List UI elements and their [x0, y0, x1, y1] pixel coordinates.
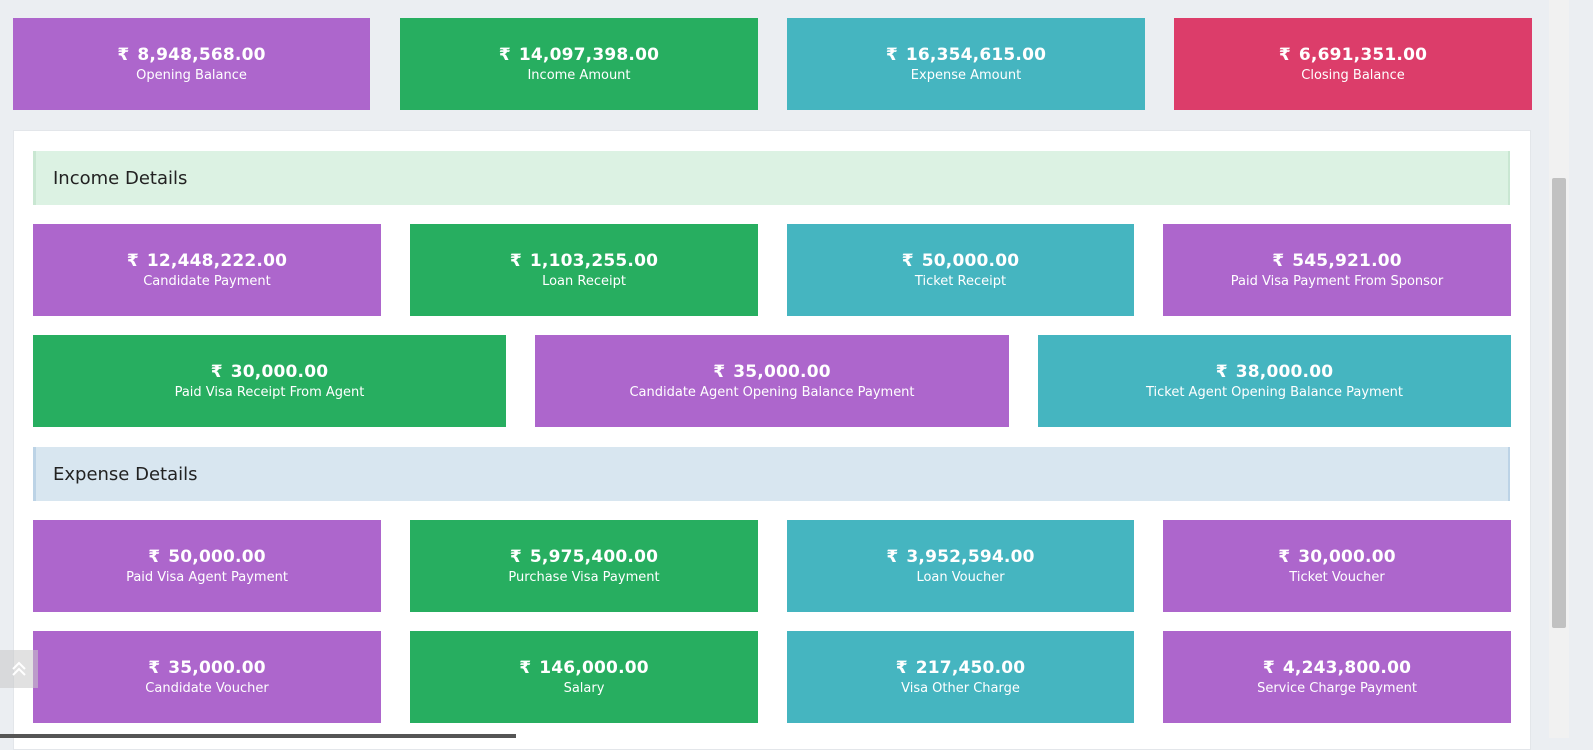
card-label: Ticket Agent Opening Balance Payment: [1145, 384, 1404, 400]
card-label: Ticket Receipt: [914, 273, 1007, 289]
paid-visa-agent-payment-card: ₹50,000.00 Paid Visa Agent Payment: [33, 520, 381, 612]
card-amount: 545,921.00: [1292, 250, 1402, 271]
rupee-icon: ₹: [1278, 44, 1291, 65]
card-label: Income Amount: [527, 67, 631, 83]
card-label: Loan Receipt: [542, 273, 626, 289]
card-amount: 4,243,800.00: [1282, 657, 1412, 678]
visa-other-charge-card: ₹217,450.00 Visa Other Charge: [787, 631, 1134, 723]
ticket-voucher-card: ₹30,000.00 Ticket Voucher: [1163, 520, 1511, 612]
double-chevron-up-icon: [12, 661, 26, 676]
ticket-receipt-card: ₹50,000.00 Ticket Receipt: [787, 224, 1134, 316]
card-amount: 5,975,400.00: [529, 546, 659, 567]
candidate-voucher-card: ₹35,000.00 Candidate Voucher: [33, 631, 381, 723]
rupee-icon: ₹: [901, 250, 914, 271]
rupee-icon: ₹: [148, 546, 161, 567]
rupee-icon: ₹: [895, 657, 908, 678]
card-amount: 35,000.00: [168, 657, 266, 678]
rupee-icon: ₹: [519, 657, 532, 678]
rupee-icon: ₹: [498, 44, 511, 65]
card-amount: 217,450.00: [915, 657, 1026, 678]
expense-amount-card: ₹16,354,615.00 Expense Amount: [787, 18, 1145, 110]
card-label: Opening Balance: [136, 67, 247, 83]
service-charge-payment-card: ₹4,243,800.00 Service Charge Payment: [1163, 631, 1511, 723]
rupee-icon: ₹: [713, 361, 726, 382]
paid-visa-receipt-from-agent-card: ₹30,000.00 Paid Visa Receipt From Agent: [33, 335, 506, 427]
expense-details-heading: Expense Details: [33, 447, 1510, 501]
opening-balance-card: ₹8,948,568.00 Opening Balance: [13, 18, 370, 110]
rupee-icon: ₹: [148, 657, 161, 678]
card-label: Paid Visa Receipt From Agent: [174, 384, 365, 400]
rupee-icon: ₹: [1278, 546, 1291, 567]
card-amount: 35,000.00: [733, 361, 831, 382]
card-label: Candidate Agent Opening Balance Payment: [629, 384, 915, 400]
rupee-icon: ₹: [1215, 361, 1228, 382]
loan-receipt-card: ₹1,103,255.00 Loan Receipt: [410, 224, 758, 316]
card-amount: 16,354,615.00: [905, 44, 1047, 65]
loan-voucher-card: ₹3,952,594.00 Loan Voucher: [787, 520, 1134, 612]
card-amount: 30,000.00: [1298, 546, 1396, 567]
card-amount: 14,097,398.00: [518, 44, 660, 65]
rupee-icon: ₹: [886, 546, 899, 567]
rupee-icon: ₹: [210, 361, 223, 382]
vertical-scrollbar-thumb[interactable]: [1552, 178, 1566, 628]
card-amount: 8,948,568.00: [137, 44, 266, 65]
purchase-visa-payment-card: ₹5,975,400.00 Purchase Visa Payment: [410, 520, 758, 612]
closing-balance-card: ₹6,691,351.00 Closing Balance: [1174, 18, 1532, 110]
candidate-payment-card: ₹12,448,222.00 Candidate Payment: [33, 224, 381, 316]
card-label: Service Charge Payment: [1257, 680, 1417, 696]
card-label: Visa Other Charge: [901, 680, 1020, 696]
card-amount: 38,000.00: [1235, 361, 1334, 382]
card-label: Paid Visa Agent Payment: [126, 569, 288, 585]
card-label: Paid Visa Payment From Sponsor: [1230, 273, 1444, 289]
rupee-icon: ₹: [1272, 250, 1285, 271]
card-amount: 3,952,594.00: [906, 546, 1035, 567]
card-label: Loan Voucher: [916, 569, 1005, 585]
rupee-icon: ₹: [885, 44, 898, 65]
card-amount: 6,691,351.00: [1298, 44, 1428, 65]
card-label: Candidate Voucher: [145, 680, 269, 696]
card-amount: 50,000.00: [921, 250, 1020, 271]
card-label: Purchase Visa Payment: [508, 569, 660, 585]
card-label: Salary: [563, 680, 605, 696]
card-amount: 12,448,222.00: [146, 250, 288, 271]
card-label: Closing Balance: [1301, 67, 1405, 83]
ticket-agent-opening-balance-card: ₹38,000.00 Ticket Agent Opening Balance …: [1038, 335, 1511, 427]
rupee-icon: ₹: [1262, 657, 1275, 678]
card-label: Ticket Voucher: [1289, 569, 1385, 585]
rupee-icon: ₹: [117, 44, 130, 65]
rupee-icon: ₹: [509, 250, 522, 271]
paid-visa-payment-from-sponsor-card: ₹545,921.00 Paid Visa Payment From Spons…: [1163, 224, 1511, 316]
card-amount: 1,103,255.00: [529, 250, 659, 271]
rupee-icon: ₹: [126, 250, 139, 271]
card-amount: 50,000.00: [168, 546, 266, 567]
back-to-top-button[interactable]: [0, 650, 38, 688]
candidate-agent-opening-balance-card: ₹35,000.00 Candidate Agent Opening Balan…: [535, 335, 1009, 427]
income-details-heading: Income Details: [33, 151, 1510, 205]
card-label: Candidate Payment: [143, 273, 271, 289]
card-label: Expense Amount: [910, 67, 1022, 83]
card-amount: 146,000.00: [539, 657, 649, 678]
income-amount-card: ₹14,097,398.00 Income Amount: [400, 18, 758, 110]
salary-card: ₹146,000.00 Salary: [410, 631, 758, 723]
rupee-icon: ₹: [509, 546, 522, 567]
card-amount: 30,000.00: [230, 361, 329, 382]
horizontal-scrollbar[interactable]: [0, 734, 516, 738]
